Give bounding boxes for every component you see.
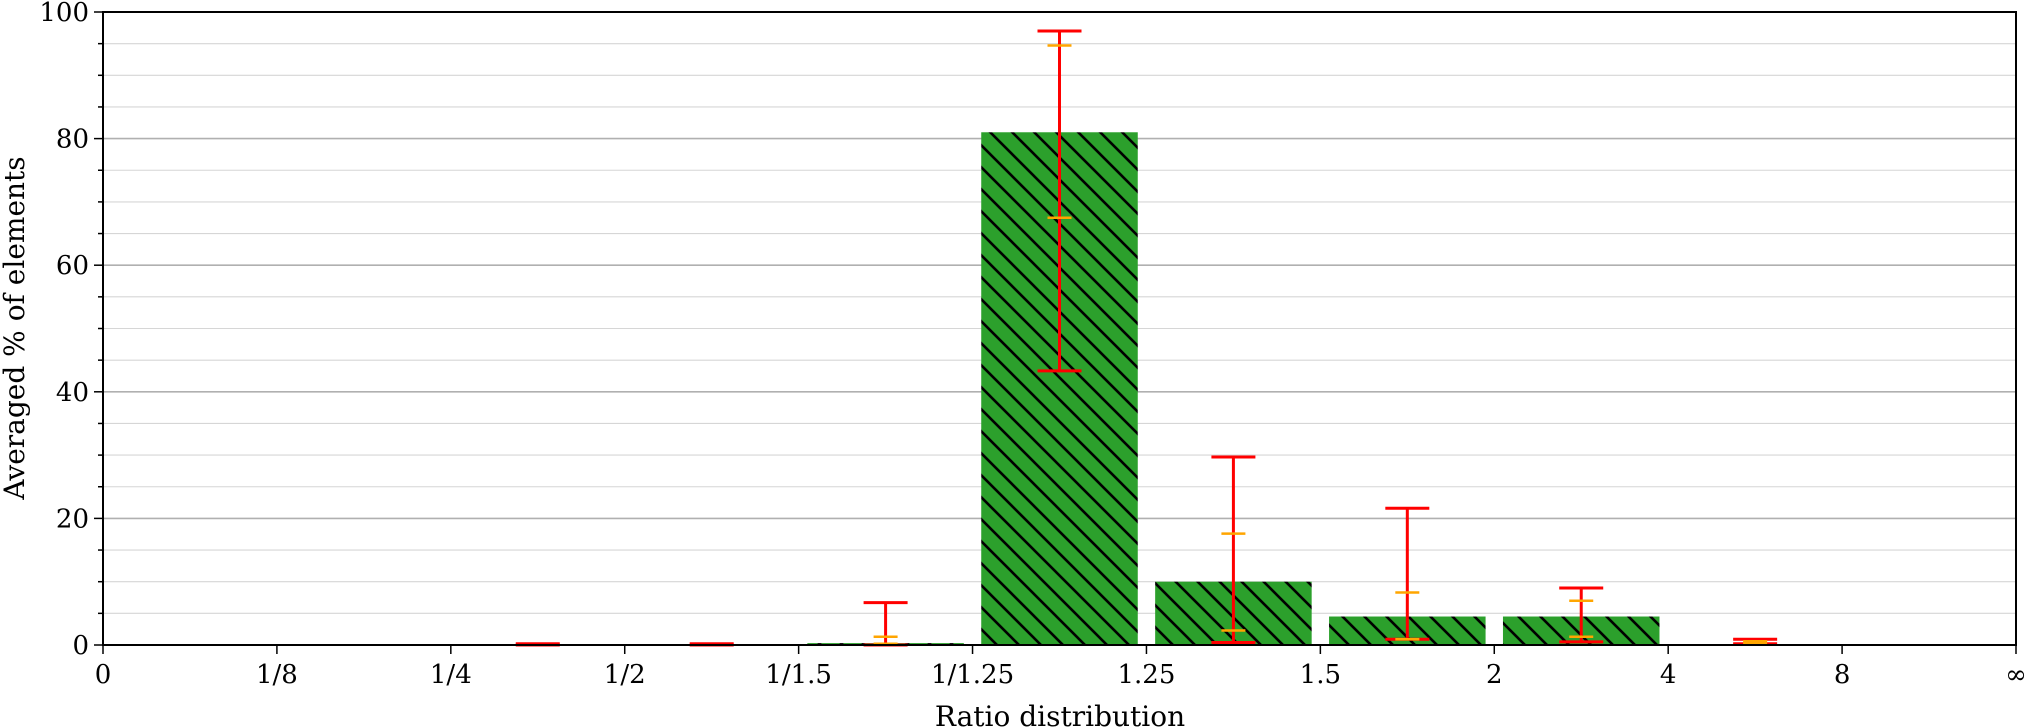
x-tick-label: 1/1.5 [765,660,832,690]
x-tick-label: 1/1.25 [931,660,1014,690]
x-tick-label: 2 [1486,660,1503,690]
y-tick-label: 20 [56,504,89,534]
x-tick-label: 1.25 [1118,660,1176,690]
y-tick-label: 100 [39,0,89,28]
x-tick-label: 1.5 [1300,660,1341,690]
y-tick-label: 0 [72,631,89,661]
y-tick-label: 60 [56,251,89,281]
x-axis-title: Ratio distribution [935,700,1185,728]
y-tick-label: 80 [56,125,89,155]
x-tick-label: 1/8 [256,660,298,690]
axes: 0 20 40 60 80 100 0 1/8 1/4 1/2 1/1.5 1/1.25 1.25 1.5… [39,0,2026,690]
y-tick-label: 40 [56,378,89,408]
x-tick-label: 1/2 [604,660,646,690]
x-tick-label: 0 [95,660,112,690]
x-tick-label: 4 [1660,660,1677,690]
x-tick-label: 1/4 [430,660,472,690]
x-tick-label: 8 [1834,660,1851,690]
x-tick-label: ∞ [2005,660,2027,690]
error-bars [515,29,1778,647]
y-axis-title: Averaged % of elements [0,156,31,500]
